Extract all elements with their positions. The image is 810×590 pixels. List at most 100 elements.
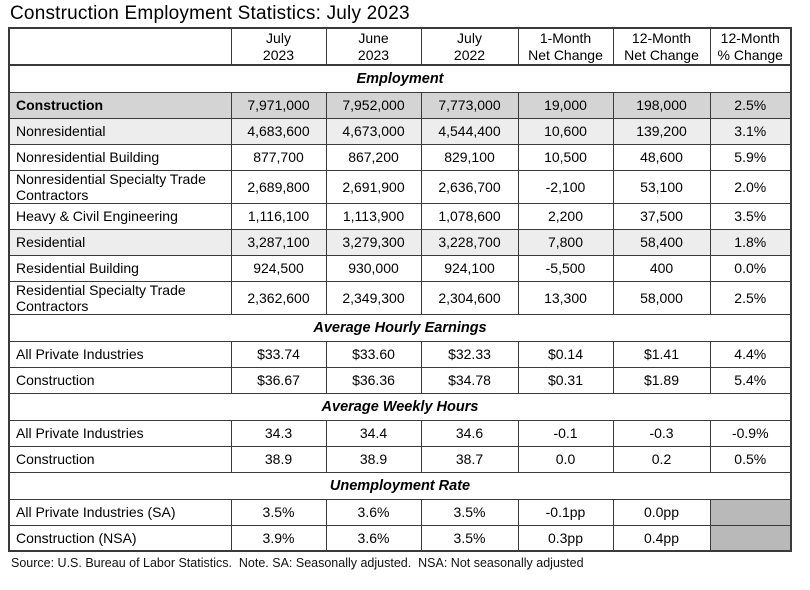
cell-value: 2.0% (709, 169, 792, 204)
cell-value: 1,116,100 (230, 202, 327, 230)
column-header-1: July 2023 (230, 27, 327, 66)
row-label: Residential (8, 228, 232, 256)
cell-value: 829,100 (420, 143, 519, 171)
cell-value: $1.41 (612, 340, 711, 368)
column-header-row: July 2023 June 2023 July 2022 1-Month Net C… (8, 27, 792, 66)
table-row: Nonresidential Building 877,700 867,200 829… (8, 143, 792, 171)
cell-value: $32.33 (420, 340, 519, 368)
cell-value: 7,773,000 (420, 91, 519, 119)
section-band-row: Average Hourly Earnings (8, 313, 792, 342)
column-header-3: July 2022 (420, 27, 519, 66)
row-label: Nonresidential (8, 117, 232, 145)
cell-value: 3.9% (230, 524, 327, 552)
cell-value: -0.1pp (517, 498, 614, 526)
row-label: Residential Specialty Trade Contractors (8, 280, 232, 315)
cell-value: 0.3pp (517, 524, 614, 552)
table-body: Employment Construction 7,971,000 7,952,000… (8, 64, 792, 552)
cell-value: 3.5% (420, 498, 519, 526)
row-label: All Private Industries (SA) (8, 498, 232, 526)
table-row: Construction $36.67 $36.36 $34.78 $0.31 $1.89… (8, 366, 792, 394)
cell-value: 4,673,000 (325, 117, 422, 145)
table-row: Construction 38.9 38.9 38.7 0.0 0.2 0.5% (8, 445, 792, 473)
cell-value: 4,544,400 (420, 117, 519, 145)
table-row: All Private Industries (SA) 3.5% 3.6% 3.5% -… (8, 498, 792, 526)
cell-value: -2,100 (517, 169, 614, 204)
cell-value: 2,349,300 (325, 280, 422, 315)
cell-value: 53,100 (612, 169, 711, 204)
row-label: Residential Building (8, 254, 232, 282)
table-row: All Private Industries $33.74 $33.60 $32.33… (8, 340, 792, 368)
cell-value: 867,200 (325, 143, 422, 171)
cell-value: $33.74 (230, 340, 327, 368)
cell-value: 2,691,900 (325, 169, 422, 204)
cell-value: 3,287,100 (230, 228, 327, 256)
cell-value: 38.9 (325, 445, 422, 473)
column-header-6: 12-Month % Change (709, 27, 792, 66)
cell-value: $1.89 (612, 366, 711, 394)
page-title: Construction Employment Statistics: July… (10, 3, 410, 24)
column-header-5: 12-Month Net Change (612, 27, 711, 66)
cell-value: -0.1 (517, 419, 614, 447)
row-label: Construction (NSA) (8, 524, 232, 552)
cell-value (709, 524, 792, 552)
cell-value: 19,000 (517, 91, 614, 119)
row-label: All Private Industries (8, 419, 232, 447)
cell-value: 5.9% (709, 143, 792, 171)
section-header: Average Weekly Hours (8, 392, 792, 421)
table-row: All Private Industries 34.3 34.4 34.6 -0.1 -0… (8, 419, 792, 447)
cell-value: 48,600 (612, 143, 711, 171)
cell-value: 38.7 (420, 445, 519, 473)
cell-value: 3,228,700 (420, 228, 519, 256)
cell-value: $36.36 (325, 366, 422, 394)
row-label: Nonresidential Building (8, 143, 232, 171)
cell-value: 34.6 (420, 419, 519, 447)
cell-value: 7,800 (517, 228, 614, 256)
row-label: Construction (8, 91, 232, 119)
table-row: Construction (NSA) 3.9% 3.6% 3.5% 0.3pp 0.4pp (8, 524, 792, 552)
row-label: Construction (8, 445, 232, 473)
section-header: Unemployment Rate (8, 471, 792, 500)
cell-value: 13,300 (517, 280, 614, 315)
cell-value: 10,500 (517, 143, 614, 171)
section-band-row: Employment (8, 64, 792, 93)
cell-value: 3.6% (325, 498, 422, 526)
table-row: Nonresidential 4,683,600 4,673,000 4,544,40… (8, 117, 792, 145)
cell-value: 924,100 (420, 254, 519, 282)
cell-value: -0.3 (612, 419, 711, 447)
cell-value: 0.2 (612, 445, 711, 473)
cell-value: 58,000 (612, 280, 711, 315)
cell-value: 4,683,600 (230, 117, 327, 145)
cell-value: 877,700 (230, 143, 327, 171)
column-header-4: 1-Month Net Change (517, 27, 614, 66)
cell-value: -0.9% (709, 419, 792, 447)
cell-value: 5.4% (709, 366, 792, 394)
cell-value: 3.5% (230, 498, 327, 526)
column-header-0 (8, 27, 232, 66)
cell-value: 3.5% (709, 202, 792, 230)
cell-value: 7,971,000 (230, 91, 327, 119)
cell-value: 4.4% (709, 340, 792, 368)
cell-value: 0.0pp (612, 498, 711, 526)
table-row: Heavy & Civil Engineering 1,116,100 1,113,… (8, 202, 792, 230)
section-header: Employment (8, 64, 792, 93)
cell-value: 1.8% (709, 228, 792, 256)
cell-value: -5,500 (517, 254, 614, 282)
cell-value: 1,113,900 (325, 202, 422, 230)
cell-value (709, 498, 792, 526)
cell-value: 3.6% (325, 524, 422, 552)
cell-value: 3.1% (709, 117, 792, 145)
cell-value: 400 (612, 254, 711, 282)
cell-value: 198,000 (612, 91, 711, 119)
cell-value: $34.78 (420, 366, 519, 394)
table-header: July 2023 June 2023 July 2022 1-Month Net C… (8, 27, 792, 66)
row-label: Heavy & Civil Engineering (8, 202, 232, 230)
table-row: Nonresidential Specialty Trade Contracto… (8, 169, 792, 204)
table-row: Residential 3,287,100 3,279,300 3,228,700 7,… (8, 228, 792, 256)
cell-value: 2,200 (517, 202, 614, 230)
cell-value: 34.4 (325, 419, 422, 447)
cell-value: 3,279,300 (325, 228, 422, 256)
cell-value: 0.5% (709, 445, 792, 473)
table-row: Residential Specialty Trade Contractors 2… (8, 280, 792, 315)
cell-value: 2.5% (709, 280, 792, 315)
cell-value: 924,500 (230, 254, 327, 282)
